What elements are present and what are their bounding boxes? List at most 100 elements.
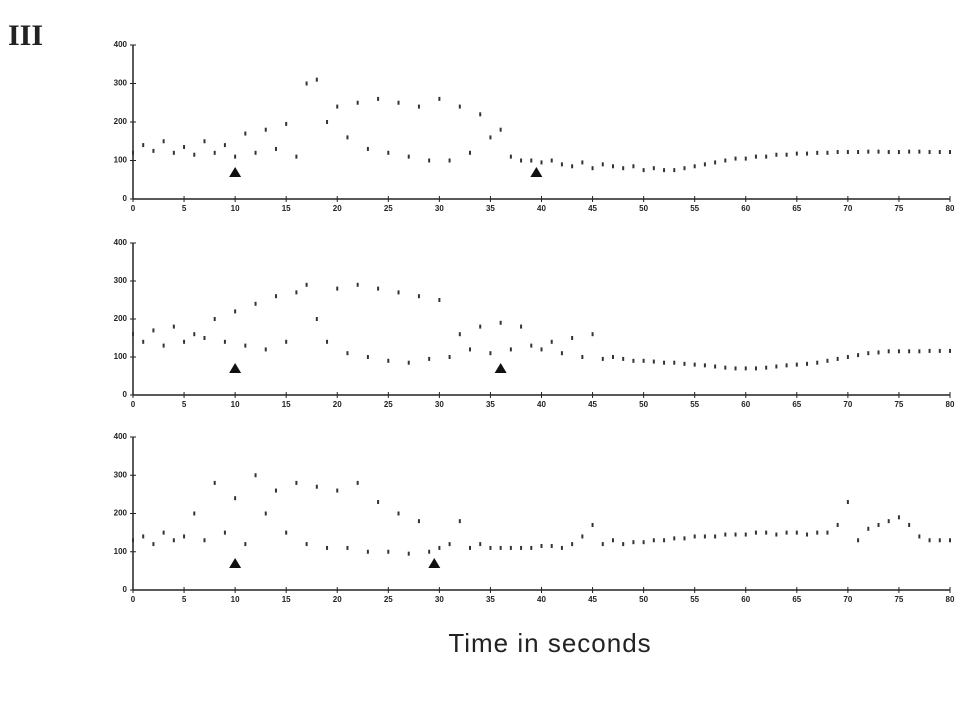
data-point	[581, 534, 584, 539]
data-point	[458, 332, 461, 337]
data-point	[714, 160, 717, 165]
data-point	[509, 545, 512, 550]
data-point	[714, 364, 717, 369]
x-tick-label: 65	[792, 400, 801, 409]
data-point	[663, 360, 666, 365]
data-point	[305, 282, 308, 287]
x-tick-label: 80	[946, 204, 955, 213]
data-point	[162, 530, 165, 535]
data-point	[417, 294, 420, 299]
data-point	[326, 120, 329, 124]
data-point	[938, 538, 941, 543]
x-tick-label: 0	[131, 595, 136, 604]
data-point	[132, 538, 134, 543]
data-point	[550, 158, 553, 163]
data-point	[285, 121, 288, 126]
data-point	[407, 551, 410, 556]
data-point	[142, 143, 145, 148]
data-point	[703, 363, 706, 368]
data-point	[693, 164, 696, 169]
data-point	[223, 143, 226, 148]
x-tick-label: 25	[384, 204, 393, 213]
data-point	[877, 522, 880, 527]
data-point	[949, 538, 951, 543]
data-point	[775, 364, 778, 369]
data-point	[826, 358, 829, 363]
data-point	[744, 366, 747, 371]
x-tick-label: 45	[588, 204, 597, 213]
data-point	[509, 154, 512, 159]
x-tick-label: 30	[435, 595, 444, 604]
x-tick-label: 60	[741, 400, 750, 409]
data-point	[673, 168, 676, 173]
data-point	[632, 540, 635, 545]
data-point	[806, 151, 809, 156]
data-point	[264, 347, 267, 352]
data-point	[172, 538, 175, 543]
x-tick-label: 40	[537, 595, 546, 604]
y-tick-label: 200	[114, 509, 128, 518]
data-point	[274, 146, 277, 151]
x-tick-label: 15	[282, 204, 291, 213]
data-point	[356, 282, 359, 287]
data-point	[836, 356, 839, 361]
data-point	[775, 532, 778, 537]
data-point	[366, 355, 369, 359]
data-point	[836, 150, 839, 155]
data-point	[407, 154, 410, 159]
y-tick-label: 0	[123, 194, 128, 203]
data-point	[846, 150, 849, 155]
data-point	[754, 530, 757, 535]
data-point	[438, 96, 441, 101]
data-point	[938, 150, 941, 155]
data-point	[254, 301, 257, 306]
x-tick-label: 55	[690, 595, 699, 604]
data-point	[632, 164, 635, 169]
y-tick-label: 300	[114, 276, 128, 285]
data-point	[795, 151, 798, 156]
data-point	[581, 355, 584, 359]
data-point	[530, 545, 533, 550]
data-point	[346, 545, 349, 550]
data-point	[285, 530, 288, 535]
data-point	[407, 360, 410, 365]
data-point	[489, 545, 492, 550]
data-point	[295, 480, 298, 485]
data-point	[264, 127, 267, 132]
x-tick-label: 65	[792, 204, 801, 213]
data-point	[867, 149, 870, 154]
data-point	[356, 100, 359, 105]
data-point	[530, 158, 533, 163]
data-point	[601, 162, 604, 167]
data-point	[857, 150, 860, 155]
data-point	[846, 355, 849, 359]
data-point	[172, 324, 175, 329]
x-tick-label: 40	[537, 400, 546, 409]
data-point	[387, 358, 390, 363]
data-point	[601, 542, 604, 547]
x-tick-label: 10	[231, 204, 240, 213]
data-point	[469, 545, 472, 550]
data-point	[908, 149, 911, 154]
data-point	[642, 540, 645, 545]
x-tick-label: 55	[690, 400, 699, 409]
x-tick-label: 25	[384, 595, 393, 604]
data-point	[520, 158, 523, 163]
data-point	[152, 148, 155, 153]
data-point	[274, 294, 277, 299]
data-point	[356, 480, 359, 485]
x-tick-label: 25	[384, 400, 393, 409]
x-tick-label: 15	[282, 400, 291, 409]
data-point	[724, 532, 727, 537]
data-point	[806, 361, 809, 366]
data-point	[836, 522, 839, 527]
data-point	[611, 355, 614, 359]
data-point	[846, 500, 849, 505]
data-point	[887, 349, 890, 354]
data-point	[795, 530, 798, 535]
data-point	[652, 166, 655, 171]
data-point	[469, 150, 472, 155]
y-tick-label: 200	[114, 314, 128, 323]
data-point	[438, 545, 441, 550]
data-point	[754, 154, 757, 159]
